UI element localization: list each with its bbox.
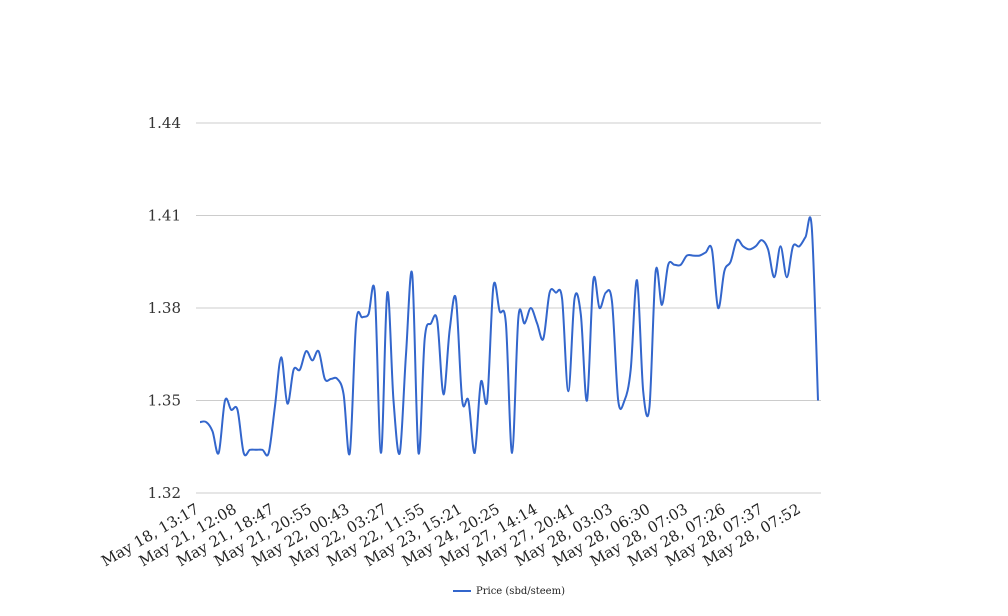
y-tick-label: 1.35 (148, 392, 181, 410)
series-line (199, 216, 819, 457)
y-tick-label: 1.41 (148, 207, 181, 225)
legend: Price (sbd/steem) (453, 586, 565, 597)
legend-label: Price (sbd/steem) (476, 586, 565, 597)
y-axis-labels: 1.32 1.35 1.38 1.41 1.44 (148, 114, 181, 502)
y-tick-label: 1.44 (148, 114, 181, 132)
y-tick-label: 1.38 (148, 299, 181, 317)
y-tick-label: 1.32 (148, 484, 181, 502)
series-lines (199, 216, 819, 457)
gridlines (196, 122, 821, 494)
